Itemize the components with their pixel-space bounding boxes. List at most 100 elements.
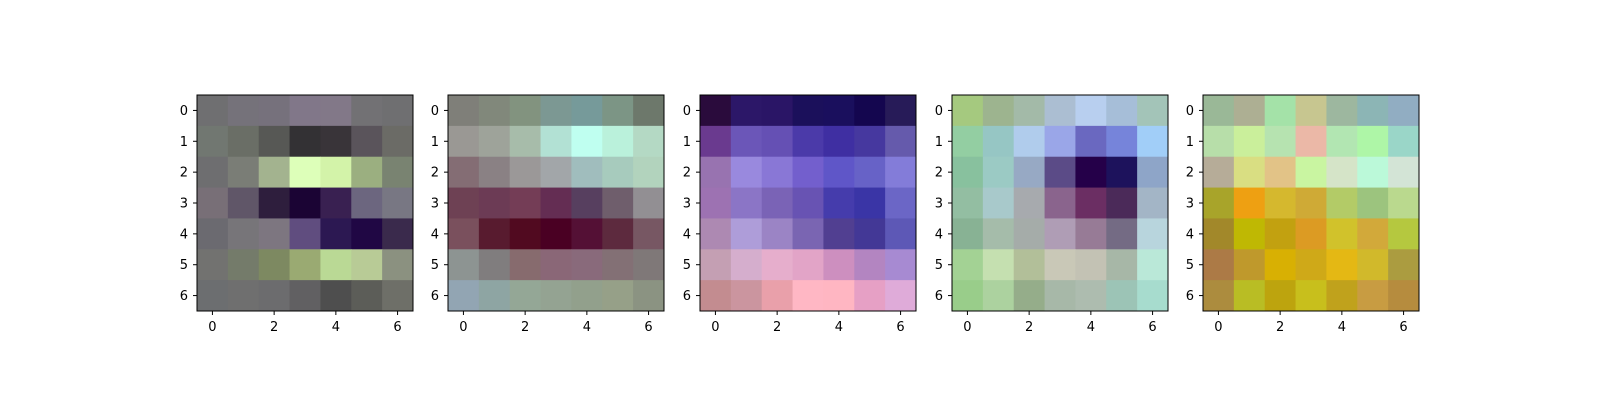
- y-tick-label: 0: [935, 104, 943, 119]
- x-tick-label: 0: [208, 320, 216, 335]
- heatmap-cell: [602, 249, 634, 281]
- heatmap-cell: [1137, 125, 1169, 158]
- heatmap-cell: [700, 218, 732, 250]
- heatmap-cell: [854, 125, 886, 158]
- heatmap-cell: [382, 249, 414, 281]
- heatmap-cell: [792, 187, 824, 219]
- heatmap-cell: [761, 280, 794, 312]
- heatmap-cell: [854, 280, 886, 312]
- heatmap-cell: [730, 187, 763, 219]
- y-tick-label: 6: [1186, 289, 1194, 304]
- heatmap-cell: [1233, 218, 1266, 250]
- heatmap-cell: [761, 218, 794, 250]
- heatmap-cell: [885, 280, 917, 312]
- heatmap-cell: [1044, 280, 1076, 312]
- heatmap-cell: [761, 156, 794, 189]
- heatmap-cell: [761, 249, 794, 281]
- heatmap-cell: [227, 156, 260, 189]
- heatmap-cell: [602, 125, 634, 158]
- y-tick-label: 6: [935, 289, 943, 304]
- y-tick-label: 6: [180, 289, 188, 304]
- heatmap-cell: [1106, 125, 1138, 158]
- heatmap-cell: [478, 125, 511, 158]
- heatmap-cell: [540, 156, 572, 189]
- heatmap-cell: [1013, 125, 1046, 158]
- heatmap-cell: [571, 187, 603, 219]
- heatmap-cell: [952, 95, 984, 127]
- heatmap-cell: [382, 125, 414, 158]
- heatmap-cell: [382, 187, 414, 219]
- heatmap-cell: [540, 249, 572, 281]
- heatmap-cell: [1295, 249, 1327, 281]
- y-tick-label: 3: [431, 197, 439, 212]
- heatmap-cell: [952, 156, 984, 189]
- y-tick-label: 0: [431, 104, 439, 119]
- heatmap-cell: [761, 187, 794, 219]
- heatmap-cell: [351, 218, 383, 250]
- heatmap-cell: [448, 156, 480, 189]
- y-tick-label: 4: [431, 227, 439, 242]
- y-tick-label: 4: [180, 227, 188, 242]
- y-tick-label: 1: [1186, 135, 1194, 150]
- heatmap-cell: [1264, 95, 1297, 127]
- heatmap-cell: [289, 218, 321, 250]
- x-tick-label: 6: [644, 320, 652, 335]
- heatmap-cell: [1044, 187, 1076, 219]
- y-tick-label: 0: [180, 104, 188, 119]
- heatmap-cell: [478, 95, 511, 127]
- heatmap-cell: [351, 249, 383, 281]
- heatmap-cell: [700, 249, 732, 281]
- heatmap-cell: [227, 187, 260, 219]
- heatmap-cell: [854, 218, 886, 250]
- heatmap-cell: [1137, 187, 1169, 219]
- heatmap-cell: [382, 156, 414, 189]
- heatmap-cell: [633, 187, 665, 219]
- heatmap-cell: [1013, 218, 1046, 250]
- heatmap-cell: [823, 95, 855, 127]
- heatmap-cell: [730, 218, 763, 250]
- heatmap-cell: [952, 249, 984, 281]
- heatmap-cell: [509, 95, 542, 127]
- heatmap-cell: [571, 280, 603, 312]
- heatmap-cell: [982, 218, 1015, 250]
- heatmap-cell: [1106, 280, 1138, 312]
- heatmap-cell: [1044, 125, 1076, 158]
- heatmap-cell: [227, 249, 260, 281]
- heatmap-cell: [571, 95, 603, 127]
- heatmap-cell: [227, 95, 260, 127]
- heatmap-cell: [792, 280, 824, 312]
- heatmap-cell: [1295, 280, 1327, 312]
- heatmap-cell: [633, 280, 665, 312]
- y-tick-label: 5: [431, 258, 439, 273]
- heatmap-cell: [1233, 280, 1266, 312]
- heatmap-cell: [1388, 249, 1420, 281]
- heatmap-cell: [571, 125, 603, 158]
- heatmap-cell: [1106, 156, 1138, 189]
- y-tick-label: 2: [431, 166, 439, 181]
- heatmap-cell: [509, 187, 542, 219]
- x-tick-label: 6: [393, 320, 401, 335]
- heatmap-cell: [258, 156, 291, 189]
- y-tick-label: 3: [1186, 197, 1194, 212]
- heatmap-cell: [1013, 95, 1046, 127]
- x-tick-label: 4: [835, 320, 843, 335]
- heatmap-cell: [761, 95, 794, 127]
- heatmap-cell: [1295, 187, 1327, 219]
- heatmap-cell: [633, 249, 665, 281]
- heatmap-cell: [1388, 218, 1420, 250]
- heatmap-cell: [1013, 280, 1046, 312]
- heatmap-cell: [730, 125, 763, 158]
- heatmap-cell: [227, 125, 260, 158]
- heatmap-cell: [792, 125, 824, 158]
- heatmap-cell: [540, 95, 572, 127]
- heatmap-cell: [320, 280, 352, 312]
- heatmap-cell: [1388, 125, 1420, 158]
- heatmap-cell: [197, 125, 229, 158]
- heatmap-cell: [1075, 156, 1107, 189]
- y-tick-label: 3: [683, 197, 691, 212]
- heatmap-cell: [982, 249, 1015, 281]
- heatmap-cell: [1137, 95, 1169, 127]
- y-tick-label: 4: [935, 227, 943, 242]
- heatmap-cell: [1295, 125, 1327, 158]
- heatmap-panel-1: 0 2 4 6 0 1 2 3 4 5 6: [180, 94, 414, 335]
